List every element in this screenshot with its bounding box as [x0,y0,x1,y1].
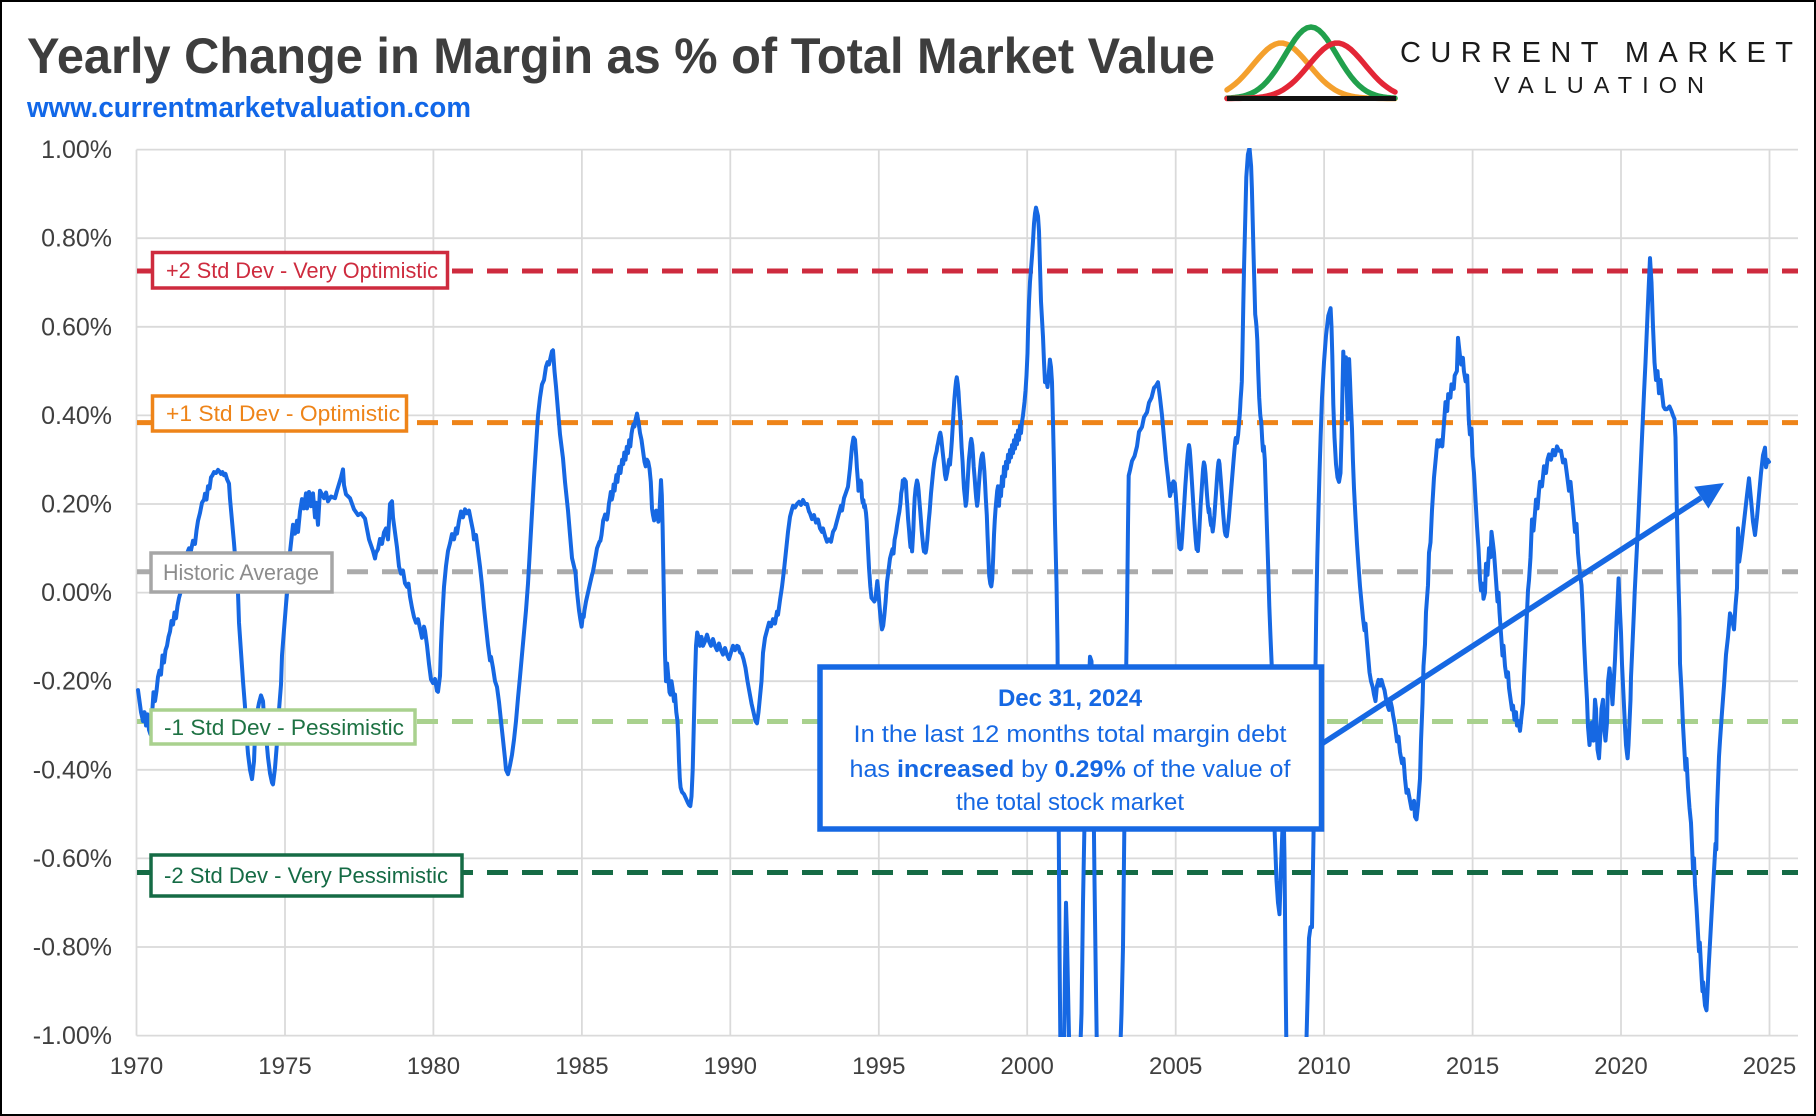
svg-text:0.00%: 0.00% [41,579,112,607]
svg-text:-0.60%: -0.60% [33,845,112,873]
svg-text:0.60%: 0.60% [41,313,112,341]
svg-text:the total stock market: the total stock market [956,789,1184,816]
svg-text:-0.80%: -0.80% [33,934,112,962]
svg-text:-1 Std Dev - Pessimistic: -1 Std Dev - Pessimistic [164,715,404,740]
svg-text:2005: 2005 [1149,1053,1202,1080]
svg-text:+1 Std Dev - Optimistic: +1 Std Dev - Optimistic [166,401,400,426]
svg-text:1990: 1990 [704,1053,757,1080]
svg-text:In the last 12 months total ma: In the last 12 months total margin debt [854,721,1287,748]
svg-text:2015: 2015 [1446,1053,1499,1080]
svg-text:www.currentmarketvaluation.com: www.currentmarketvaluation.com [26,92,471,124]
svg-text:1995: 1995 [852,1053,905,1080]
svg-text:1970: 1970 [110,1053,163,1080]
svg-text:0.40%: 0.40% [41,402,112,430]
svg-text:Historic Average: Historic Average [163,560,319,585]
svg-text:Yearly Change in Margin as % o: Yearly Change in Margin as % of Total Ma… [27,28,1215,84]
svg-text:1985: 1985 [555,1053,608,1080]
svg-text:1980: 1980 [407,1053,460,1080]
svg-text:0.80%: 0.80% [41,225,112,253]
svg-text:-0.20%: -0.20% [33,668,112,696]
svg-text:0.20%: 0.20% [41,491,112,519]
svg-text:-2 Std Dev - Very Pessimistic: -2 Std Dev - Very Pessimistic [164,863,448,888]
svg-text:VALUATION: VALUATION [1494,72,1704,98]
svg-text:Dec 31, 2024: Dec 31, 2024 [998,685,1143,712]
svg-text:2010: 2010 [1297,1053,1350,1080]
svg-text:-0.40%: -0.40% [33,756,112,784]
svg-text:has increased by 0.29% of the: has increased by 0.29% of the value of [850,756,1291,783]
svg-text:-1.00%: -1.00% [33,1022,112,1050]
svg-text:1975: 1975 [258,1053,311,1080]
svg-text:2000: 2000 [1001,1053,1054,1080]
svg-text:1.00%: 1.00% [41,136,112,164]
svg-text:+2 Std Dev - Very Optimistic: +2 Std Dev - Very Optimistic [166,258,438,283]
svg-text:CURRENT MARKET: CURRENT MARKET [1400,37,1793,69]
svg-text:2025: 2025 [1743,1053,1796,1080]
svg-text:2020: 2020 [1594,1053,1647,1080]
